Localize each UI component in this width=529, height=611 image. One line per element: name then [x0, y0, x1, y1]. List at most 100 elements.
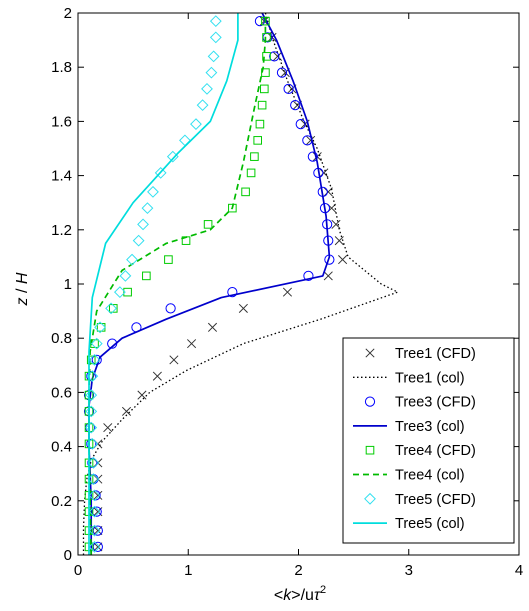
y-tick-label: 1.4 — [51, 168, 72, 185]
axis-labels: <k>/uτ2 z / H — [14, 272, 326, 604]
x-tick-label: 0 — [74, 562, 82, 579]
legend-entry: Tree1 (CFD) — [365, 346, 476, 362]
data-point — [123, 287, 132, 297]
data-point — [132, 234, 145, 247]
legend-box — [342, 337, 515, 544]
data-point — [152, 371, 162, 381]
y-tick-label: 0.2 — [51, 493, 72, 510]
data-point — [88, 489, 101, 502]
ticks: 0 1 2 3 4 0 0.2 0.4 0.6 0.8 1 1.2 1.4 1.6 1.8 2 — [51, 5, 523, 579]
data-point — [257, 100, 267, 110]
data-point — [209, 31, 222, 44]
y-tick-label: 0.6 — [51, 384, 72, 401]
legend: Tree1 (CFD) Tree1 (col) Tree3 (CFD) Tree3 (… — [342, 337, 515, 544]
series-tree4-col — [88, 13, 267, 556]
data-point — [126, 253, 138, 266]
data-point — [108, 304, 118, 313]
y-tick-label: 1.2 — [51, 222, 72, 239]
data-point — [196, 99, 209, 112]
data-point — [246, 168, 256, 178]
series-line — [88, 13, 267, 556]
data-point — [93, 542, 103, 552]
data-point — [85, 405, 98, 418]
y-tick-label: 1 — [64, 276, 72, 293]
y-axis-label: z / H — [14, 272, 31, 306]
data-point — [137, 218, 149, 231]
legend-entry: Tree4 (CFD) — [365, 443, 476, 459]
data-point — [88, 540, 101, 553]
legend-entry: Tree1 (col) — [353, 370, 465, 386]
legend-entry: Tree3 (col) — [353, 419, 465, 435]
data-point — [86, 355, 96, 365]
data-point — [209, 15, 222, 28]
data-point — [201, 82, 213, 95]
data-point — [262, 33, 271, 42]
data-point — [253, 136, 263, 145]
series-tree5-cfd — [85, 15, 222, 553]
data-point — [255, 119, 265, 129]
data-point — [85, 389, 98, 402]
data-point — [88, 524, 101, 537]
legend-label: Tree3 (col) — [395, 419, 465, 435]
x-tick-label: 4 — [515, 562, 523, 579]
data-point — [137, 390, 147, 400]
data-point — [169, 355, 179, 365]
data-point — [93, 458, 103, 468]
y-tick-label: 0 — [64, 547, 72, 564]
data-point — [90, 337, 103, 350]
legend-marker-swatch — [365, 348, 375, 358]
legend-label: Tree3 (CFD) — [395, 395, 476, 411]
y-tick-label: 2 — [64, 5, 72, 22]
data-point — [203, 220, 213, 229]
y-tick-label: 1.6 — [51, 113, 72, 130]
data-point — [334, 236, 344, 246]
data-point — [121, 406, 132, 416]
data-point — [227, 287, 238, 298]
data-point — [165, 303, 176, 314]
data-point — [205, 66, 218, 79]
data-point — [88, 505, 101, 518]
x-tick-label: 1 — [184, 562, 192, 579]
legend-entry: Tree5 (col) — [353, 516, 465, 532]
data-point — [142, 271, 151, 281]
data-point — [269, 51, 280, 62]
legend-marker-swatch — [364, 396, 376, 407]
data-point — [303, 270, 314, 281]
legend-label: Tree5 (col) — [395, 516, 465, 532]
legend-label: Tree1 (col) — [395, 370, 465, 386]
legend-entry: Tree3 (CFD) — [364, 395, 476, 411]
data-point — [250, 152, 259, 161]
data-point — [295, 119, 306, 130]
data-point — [261, 68, 270, 77]
x-tick-label: 3 — [405, 562, 413, 579]
data-point — [103, 423, 113, 433]
data-point — [262, 52, 271, 61]
data-point — [276, 67, 288, 78]
data-point — [260, 84, 269, 94]
data-point — [307, 151, 318, 162]
data-point — [331, 219, 341, 229]
data-point — [238, 303, 248, 313]
series-line — [88, 13, 239, 555]
y-tick-label: 1.8 — [51, 59, 72, 76]
data-point — [283, 83, 294, 94]
data-point — [87, 456, 100, 469]
data-point — [105, 302, 117, 315]
data-point — [141, 202, 154, 215]
legend-marker-swatch — [364, 492, 376, 505]
legend-entry: Tree4 (col) — [353, 468, 465, 484]
data-point — [323, 271, 333, 281]
data-point — [190, 118, 202, 131]
data-point — [319, 168, 329, 178]
x-axis-label: <k>/uτ2 — [274, 584, 326, 604]
data-point — [187, 339, 197, 349]
series-tree5-col — [88, 13, 239, 555]
data-point — [207, 322, 218, 332]
data-point — [147, 185, 159, 198]
data-point — [93, 490, 103, 500]
data-point — [154, 166, 167, 179]
legend-label: Tree5 (CFD) — [395, 492, 476, 508]
series-tree1-col — [82, 12, 399, 555]
legend-label: Tree4 (CFD) — [395, 443, 476, 459]
data-point — [164, 255, 173, 264]
